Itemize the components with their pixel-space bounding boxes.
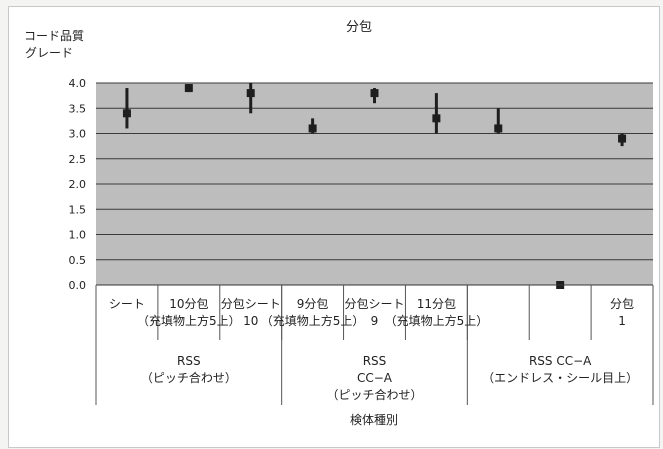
x-category-label: 1 xyxy=(618,314,626,328)
x-category-label: 9分包 xyxy=(297,297,329,311)
x-group-label: RSS CC−A xyxy=(529,354,592,368)
x-group-label: CC−A xyxy=(357,371,393,385)
y-tick-label: 1.0 xyxy=(69,229,87,242)
x-group-label: （ピッチ合わせ） xyxy=(141,370,237,385)
data-point-marker xyxy=(432,114,441,123)
y-tick-label: 3.5 xyxy=(69,102,87,115)
x-category-label: （充填物上方5上） xyxy=(261,313,365,328)
data-point-marker xyxy=(246,89,255,98)
x-category-label: 9 xyxy=(371,314,379,328)
x-category-label: 10分包 xyxy=(169,297,208,311)
x-group-label: RSS xyxy=(363,354,387,368)
data-point-marker xyxy=(370,89,379,98)
x-category-label: シート xyxy=(109,297,145,311)
data-point-marker xyxy=(184,84,193,93)
y-tick-label: 0.0 xyxy=(69,279,87,292)
y-tick-label: 2.0 xyxy=(69,178,87,191)
y-tick-label: 3.0 xyxy=(69,128,87,141)
x-axis-title: 検体種別 xyxy=(350,413,398,427)
y-tick-label: 4.0 xyxy=(69,77,87,90)
data-point-marker xyxy=(618,134,627,143)
x-category-label: 10 xyxy=(243,314,258,328)
chart-svg: 分包 コード品質 グレード 0.0 0.5 1.0 1.5 2.0 2.5 3.0 3.5 4.… xyxy=(24,20,654,427)
chart-frame: 分包 コード品質 グレード 0.0 0.5 1.0 1.5 2.0 2.5 3.0 3.5 4.… xyxy=(8,6,660,448)
y-tick-label: 0.5 xyxy=(69,254,87,267)
y-axis-label-line-2: グレード xyxy=(25,46,73,60)
x-category-label: 分包 xyxy=(610,297,634,311)
data-point-marker xyxy=(494,124,503,133)
x-category-label: （充填物上方5上） xyxy=(385,313,489,328)
y-tick-label: 2.5 xyxy=(69,153,87,166)
x-group-label: （エンドレス・シール目上） xyxy=(482,371,638,385)
data-point-marker xyxy=(122,109,131,118)
chart-title: 分包 xyxy=(346,20,372,35)
y-axis-label-line-1: コード品質 xyxy=(24,28,84,43)
x-category-label: （充填物上方5上） xyxy=(137,313,241,328)
y-tick-label: 1.5 xyxy=(69,203,87,216)
x-group-label: （ピッチ合わせ） xyxy=(326,387,422,402)
x-group-label: RSS xyxy=(177,354,201,368)
x-category-label: 分包シート xyxy=(221,297,281,311)
x-category-label: 11分包 xyxy=(417,297,456,311)
data-point-marker xyxy=(308,124,317,133)
x-category-label: 分包シート xyxy=(344,297,404,311)
